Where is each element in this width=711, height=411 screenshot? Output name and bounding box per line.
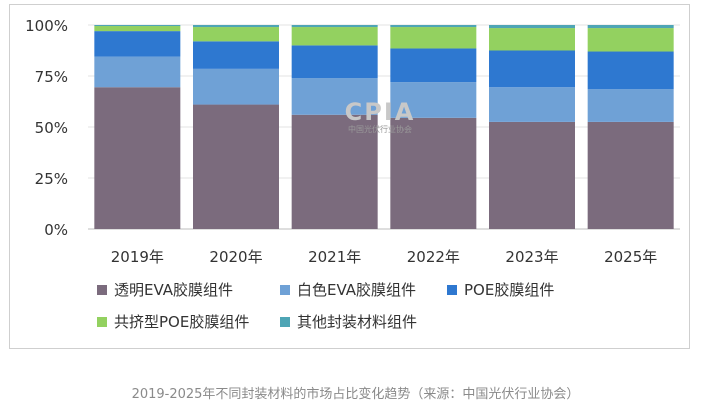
x-tick-label: 2025年 [604, 248, 657, 266]
chart-frame: 0% 25% 50% 75% 100% 2019年 2020年 2021年 2022年 2023年… [9, 4, 690, 349]
bar-segment [94, 25, 181, 27]
bar-segment [587, 28, 674, 52]
bar-segment [94, 26, 181, 32]
bar-segment [291, 27, 378, 46]
x-tick-label: 2021年 [308, 248, 361, 266]
bar-segment [193, 41, 279, 69]
bar-segment [390, 48, 477, 83]
legend-label: 透明EVA胶膜组件 [114, 281, 233, 299]
y-tick-label: 0% [44, 221, 68, 239]
legend-label: POE胶膜组件 [464, 281, 554, 299]
bar-segment [193, 68, 279, 105]
bar-segment [390, 82, 477, 118]
y-tick-label: 100% [25, 17, 68, 35]
legend-label: 白色EVA胶膜组件 [297, 281, 416, 299]
bar-segment [489, 28, 575, 51]
bar-segment [193, 104, 279, 229]
y-tick-label: 25% [35, 170, 68, 188]
bar-segment [489, 50, 575, 88]
legend-swatch [97, 317, 107, 327]
bar-segment [291, 45, 378, 79]
bar-segment [291, 78, 378, 115]
legend-swatch [280, 317, 290, 327]
legend-label: 共挤型POE胶膜组件 [114, 313, 249, 331]
bar-segment [94, 31, 181, 57]
stacked-bar-chart: 0% 25% 50% 75% 100% 2019年 2020年 2021年 2022年 2023年… [25, 17, 680, 331]
x-tick-label: 2022年 [407, 248, 460, 266]
bar-segment [94, 87, 181, 229]
bar-segment [587, 121, 674, 229]
bar-segment [489, 121, 575, 229]
bar-segment [489, 87, 575, 122]
legend-label: 其他封装材料组件 [297, 313, 417, 331]
y-tick-label: 75% [35, 68, 68, 86]
bar-segment [587, 51, 674, 90]
bar-segment [291, 25, 378, 28]
legend-swatch [280, 285, 290, 295]
bar-segment [94, 56, 181, 88]
figure-caption: 2019-2025年不同封装材料的市场占比变化趋势（来源：中国光伏行业协会） [131, 387, 580, 402]
x-tick-label: 2023年 [505, 248, 558, 266]
legend-swatch [97, 285, 107, 295]
bar-segment [587, 89, 674, 122]
bar-segment [390, 27, 477, 49]
bar-segment [390, 117, 477, 229]
x-tick-label: 2019年 [111, 248, 164, 266]
legend-swatch [447, 285, 457, 295]
x-tick-label: 2020年 [209, 248, 262, 266]
y-tick-label: 50% [35, 119, 68, 137]
bar-segment [193, 27, 279, 42]
bar-segment [390, 25, 477, 28]
bar-segment [489, 25, 575, 29]
bar-segment [193, 25, 279, 28]
bar-segment [587, 25, 674, 29]
bar-segment [291, 114, 378, 229]
